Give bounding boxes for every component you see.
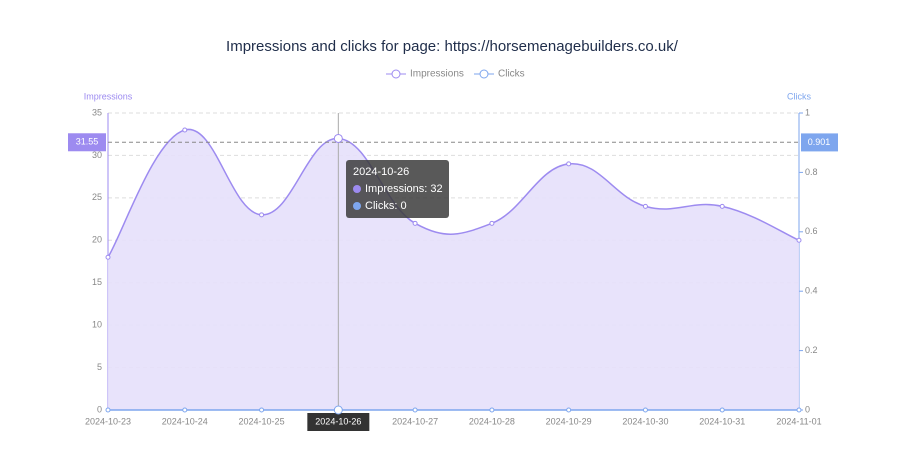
y2-tick-label: 0.4 [805, 286, 818, 296]
x-pointer-label-bg [307, 413, 370, 431]
point [259, 407, 265, 413]
y-pointer-label: 31.55 [76, 137, 99, 147]
point [105, 254, 111, 260]
legend-label: Clicks [498, 69, 525, 80]
point-highlight [333, 405, 343, 415]
x-tick-label: 2024-10-28 [469, 416, 515, 426]
point [642, 203, 648, 209]
y2-pointer-label: 0.901 [808, 137, 831, 147]
y2-tick-label: 1 [805, 107, 810, 117]
legend-marker [479, 69, 489, 79]
y2-pointer-label-bg [801, 133, 838, 152]
point [642, 407, 648, 413]
y-tick-label: 10 [92, 320, 102, 330]
y-tick-label: 35 [92, 107, 102, 117]
point [412, 407, 418, 413]
point [796, 237, 802, 243]
tooltip-title: 2024-10-26 [353, 166, 409, 178]
legend-label: Impressions [410, 69, 464, 80]
y2-tick-label: 0 [805, 404, 810, 414]
y2-axis-title: Clicks [787, 91, 811, 101]
y2-tick-label: 0.6 [805, 226, 818, 236]
y2-tick-label: 0.2 [805, 345, 818, 355]
legend-marker [391, 69, 401, 79]
y-tick-label: 25 [92, 192, 102, 202]
point [566, 407, 572, 413]
point [796, 407, 802, 413]
x-tick-label: 2024-10-23 [85, 416, 131, 426]
chart-title: Impressions and clicks for page: https:/… [226, 38, 679, 55]
tooltip-marker [353, 202, 361, 210]
x-tick-label: 2024-10-31 [699, 416, 745, 426]
area [108, 129, 799, 410]
y-axis-title: Impressions [84, 91, 133, 101]
x-tick-label: 2024-10-29 [546, 416, 592, 426]
tooltip-line: Clicks: 0 [365, 200, 407, 212]
point [489, 407, 495, 413]
line [107, 128, 800, 258]
point [182, 127, 188, 133]
x-tick-label: 2024-10-26 [315, 416, 361, 426]
tooltip-bg [346, 160, 449, 218]
x-tick-label: 2024-11-01 [776, 416, 821, 426]
x-tick-label: 2024-10-25 [239, 416, 285, 426]
point-highlight [333, 133, 343, 143]
tooltip-marker [353, 185, 361, 193]
y-tick-label: 5 [97, 362, 102, 372]
point [412, 220, 418, 226]
x-tick-label: 2024-10-30 [622, 416, 668, 426]
y2-tick-label: 0.8 [805, 167, 818, 177]
point [489, 220, 495, 226]
point [566, 161, 572, 167]
point [182, 407, 188, 413]
point [719, 203, 725, 209]
y-tick-label: 20 [92, 235, 102, 245]
y-tick-label: 30 [92, 150, 102, 160]
tooltip-line: Impressions: 32 [365, 183, 443, 195]
y-pointer-label-bg [68, 133, 106, 152]
y-tick-label: 0 [97, 404, 102, 414]
point [719, 407, 725, 413]
x-tick-label: 2024-10-24 [162, 416, 208, 426]
y-tick-label: 15 [92, 277, 102, 287]
point [105, 407, 111, 413]
point [259, 212, 265, 218]
x-tick-label: 2024-10-27 [392, 416, 438, 426]
